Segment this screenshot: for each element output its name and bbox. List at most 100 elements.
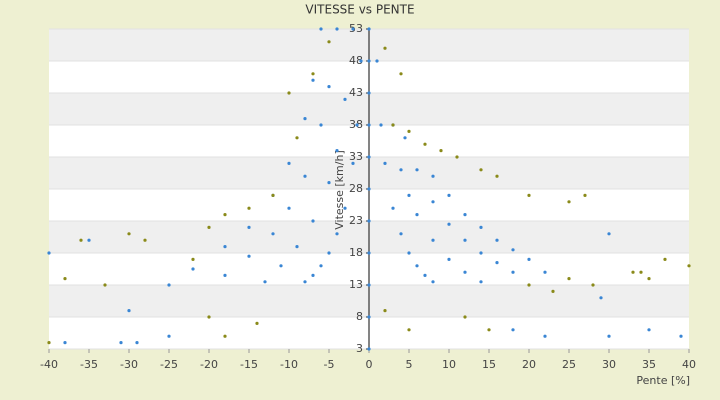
point	[223, 213, 227, 217]
point	[391, 123, 395, 127]
point	[439, 149, 443, 153]
point	[303, 117, 307, 121]
point	[647, 328, 651, 332]
point	[351, 161, 355, 165]
point	[359, 59, 363, 63]
point	[367, 283, 371, 287]
point	[247, 225, 251, 229]
point	[135, 341, 139, 345]
point	[383, 46, 387, 50]
x-tick-label: -20	[200, 358, 218, 371]
point	[287, 206, 291, 210]
point	[407, 129, 411, 133]
point	[127, 309, 131, 313]
point	[223, 245, 227, 249]
point	[631, 270, 635, 274]
point	[327, 181, 331, 185]
point	[423, 142, 427, 146]
point	[311, 219, 315, 223]
point	[351, 27, 355, 31]
x-tick-label: -40	[40, 358, 58, 371]
point	[367, 123, 371, 127]
y-tick-label: 13	[349, 278, 363, 291]
y-tick-label: 28	[349, 182, 363, 195]
point	[367, 91, 371, 95]
point	[343, 206, 347, 210]
point	[399, 72, 403, 76]
point	[399, 232, 403, 236]
point	[399, 168, 403, 172]
point	[687, 264, 691, 268]
point	[599, 296, 603, 300]
chart-title: VITESSE vs PENTE	[305, 3, 414, 17]
point	[647, 277, 651, 281]
point	[567, 200, 571, 204]
point	[143, 238, 147, 242]
x-tick-label: -35	[80, 358, 98, 371]
point	[511, 248, 515, 252]
x-tick-label: 25	[562, 358, 576, 371]
point	[431, 238, 435, 242]
point	[527, 193, 531, 197]
point	[319, 27, 323, 31]
point	[167, 283, 171, 287]
point	[479, 280, 483, 284]
point	[103, 283, 107, 287]
x-tick-label: 35	[642, 358, 656, 371]
point	[279, 264, 283, 268]
point	[335, 27, 339, 31]
point	[663, 257, 667, 261]
point	[327, 40, 331, 44]
x-tick-label: -15	[240, 358, 258, 371]
x-tick-label: -30	[120, 358, 138, 371]
x-tick-label: -10	[280, 358, 298, 371]
point	[415, 264, 419, 268]
point	[379, 123, 383, 127]
y-tick-label: 3	[356, 342, 363, 355]
point	[415, 168, 419, 172]
y-tick-label: 43	[349, 86, 363, 99]
y-tick-label: 53	[349, 22, 363, 35]
point	[343, 97, 347, 101]
point	[311, 72, 315, 76]
point	[319, 264, 323, 268]
point	[191, 257, 195, 261]
point	[271, 232, 275, 236]
point	[495, 174, 499, 178]
point	[367, 251, 371, 255]
x-tick-label: 40	[682, 358, 696, 371]
point	[303, 174, 307, 178]
point	[407, 251, 411, 255]
x-tick-label: -5	[324, 358, 335, 371]
point	[367, 27, 371, 31]
x-tick-label: 5	[406, 358, 413, 371]
point	[423, 273, 427, 277]
x-tick-label: 15	[482, 358, 496, 371]
point	[247, 206, 251, 210]
point	[295, 136, 299, 140]
point	[223, 334, 227, 338]
point	[303, 280, 307, 284]
point	[463, 213, 467, 217]
point	[79, 238, 83, 242]
y-tick-label: 48	[349, 54, 363, 67]
point	[63, 341, 67, 345]
point	[167, 334, 171, 338]
point	[367, 219, 371, 223]
y-tick-label: 8	[356, 310, 363, 323]
point	[403, 136, 407, 140]
point	[207, 315, 211, 319]
x-axis-title: Pente [%]	[636, 374, 690, 387]
point	[479, 168, 483, 172]
point	[679, 334, 683, 338]
point	[367, 347, 371, 351]
point	[87, 238, 91, 242]
point	[287, 91, 291, 95]
point	[407, 328, 411, 332]
point	[639, 270, 643, 274]
point	[119, 341, 123, 345]
point	[255, 321, 259, 325]
point	[207, 225, 211, 229]
point	[47, 341, 51, 345]
point	[335, 232, 339, 236]
